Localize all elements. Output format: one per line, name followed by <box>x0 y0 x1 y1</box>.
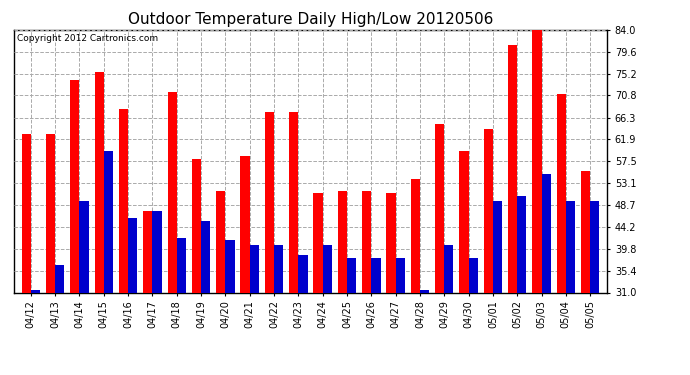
Bar <box>144 211 152 292</box>
Bar <box>493 201 502 292</box>
Bar <box>168 92 177 292</box>
Bar <box>435 124 444 292</box>
Bar <box>581 171 590 292</box>
Bar <box>226 240 235 292</box>
Bar <box>201 220 210 292</box>
Bar <box>265 112 274 292</box>
Title: Outdoor Temperature Daily High/Low 20120506: Outdoor Temperature Daily High/Low 20120… <box>128 12 493 27</box>
Bar <box>542 174 551 292</box>
Bar <box>395 258 405 292</box>
Bar <box>298 255 308 292</box>
Bar <box>420 290 429 292</box>
Bar <box>128 218 137 292</box>
Bar <box>508 45 518 292</box>
Bar <box>411 178 420 292</box>
Bar <box>46 134 55 292</box>
Bar <box>95 72 103 292</box>
Bar <box>532 30 542 292</box>
Bar <box>590 201 600 292</box>
Bar <box>274 246 284 292</box>
Bar <box>250 246 259 292</box>
Bar <box>289 112 298 292</box>
Bar <box>119 109 128 292</box>
Bar <box>518 196 526 292</box>
Bar <box>177 238 186 292</box>
Bar <box>557 94 566 292</box>
Bar <box>362 191 371 292</box>
Bar <box>337 191 347 292</box>
Bar <box>104 152 113 292</box>
Bar <box>21 134 31 292</box>
Bar <box>192 159 201 292</box>
Bar <box>313 194 323 292</box>
Bar <box>347 258 356 292</box>
Bar <box>444 246 453 292</box>
Bar <box>469 258 477 292</box>
Text: Copyright 2012 Cartronics.com: Copyright 2012 Cartronics.com <box>17 34 158 43</box>
Bar <box>55 265 64 292</box>
Bar <box>323 246 332 292</box>
Bar <box>31 290 40 292</box>
Bar <box>371 258 381 292</box>
Bar <box>240 156 250 292</box>
Bar <box>386 194 395 292</box>
Bar <box>566 201 575 292</box>
Bar <box>152 211 161 292</box>
Bar <box>70 80 79 292</box>
Bar <box>484 129 493 292</box>
Bar <box>216 191 226 292</box>
Bar <box>460 152 469 292</box>
Bar <box>79 201 89 292</box>
